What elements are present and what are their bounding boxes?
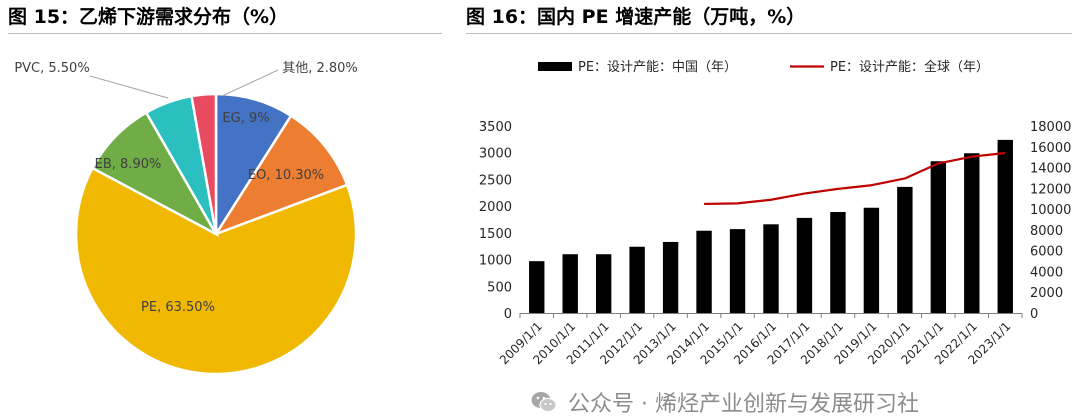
y-left-tick-label: 3500 bbox=[479, 120, 512, 135]
y-left-tick-label: 3000 bbox=[479, 147, 512, 162]
bar-2013/1/1 bbox=[662, 241, 679, 313]
bar-2011/1/1 bbox=[595, 254, 612, 313]
title-divider-right bbox=[466, 33, 1072, 34]
pie-label-EB: EB, 8.90% bbox=[95, 157, 162, 172]
y-right-tick-label: 6000 bbox=[1030, 245, 1063, 260]
bar-2019/1/1 bbox=[863, 207, 880, 313]
bar-2009/1/1 bbox=[529, 261, 545, 313]
bar-line-chart: PE：设计产能：中国（年） PE：设计产能：全球（年） 0 500 1000 1500 20… bbox=[479, 59, 1071, 367]
y-right-tick-label: 14000 bbox=[1030, 162, 1071, 177]
legend-label-global: PE：设计产能：全球（年） bbox=[830, 59, 989, 75]
pie-leader-line-PVC bbox=[89, 75, 169, 99]
pie-slice-其他 bbox=[190, 92, 218, 235]
y-left-tick-label: 500 bbox=[487, 280, 512, 295]
pie-label-EG: EG, 9% bbox=[222, 111, 269, 126]
y-right-tick-label: 18000 bbox=[1030, 120, 1071, 135]
bar-2021/1/1 bbox=[930, 161, 947, 313]
chart-legend: PE：设计产能：中国（年） PE：设计产能：全球（年） bbox=[538, 59, 989, 75]
y-right-tick-label: 2000 bbox=[1030, 286, 1063, 301]
pie-slice-EO bbox=[212, 114, 349, 237]
bar-2012/1/1 bbox=[629, 246, 645, 313]
bar-2020/1/1 bbox=[897, 186, 913, 313]
y-left-tick-label: 1500 bbox=[479, 227, 512, 242]
pie-chart: EG, 9% EO, 10.30% PE, 63.50% EB, 8.90% PVC, … bbox=[14, 61, 358, 376]
bar-2015/1/1 bbox=[729, 229, 746, 313]
pie-chart-title: 图 15：乙烯下游需求分布（%） bbox=[8, 6, 289, 28]
y-right-tick-label: 4000 bbox=[1030, 265, 1063, 280]
bar-2022/1/1 bbox=[964, 153, 980, 313]
pie-slice-PE bbox=[74, 166, 358, 376]
pie-label-PVC: PVC, 5.50% bbox=[14, 61, 89, 76]
watermark-text: 公众号 · 烯烃产业创新与发展研习社 bbox=[568, 392, 919, 417]
pie-label-EO: EO, 10.30% bbox=[248, 168, 324, 183]
watermark: 公众号 · 烯烃产业创新与发展研习社 bbox=[530, 386, 919, 418]
y-left-tick-label: 2000 bbox=[479, 200, 512, 215]
line-series-global bbox=[704, 151, 1006, 206]
bar-2018/1/1 bbox=[830, 212, 846, 313]
bar-chart-title: 图 16：国内 PE 增速产能（万吨，%） bbox=[466, 6, 806, 28]
y-right-tick-label: 16000 bbox=[1030, 141, 1071, 156]
bar-2014/1/1 bbox=[696, 230, 712, 313]
y-right-tick-label: 0 bbox=[1030, 307, 1038, 322]
y-left-tick-label: 1000 bbox=[479, 254, 512, 269]
y-right-tick-label: 8000 bbox=[1030, 224, 1063, 239]
pie-leader-line-其他 bbox=[221, 69, 279, 97]
pie-label-PE: PE, 63.50% bbox=[141, 300, 215, 315]
pie-slice-EG bbox=[214, 92, 293, 239]
y-right-tick-label: 10000 bbox=[1030, 203, 1071, 218]
bar-2010/1/1 bbox=[562, 254, 578, 313]
bar-2023/1/1 bbox=[997, 139, 1013, 313]
wechat-icon bbox=[531, 392, 557, 413]
bar-2016/1/1 bbox=[763, 224, 779, 313]
y-right-tick-label: 12000 bbox=[1030, 182, 1071, 197]
pie-label-其他: 其他, 2.80% bbox=[282, 61, 358, 76]
legend-label-china: PE：设计产能：中国（年） bbox=[578, 60, 737, 75]
title-divider-left bbox=[8, 33, 442, 34]
bar-2017/1/1 bbox=[796, 217, 813, 313]
y-left-tick-label: 0 bbox=[504, 307, 512, 322]
legend-swatch-china bbox=[538, 62, 572, 71]
y-left-tick-label: 2500 bbox=[479, 173, 512, 188]
